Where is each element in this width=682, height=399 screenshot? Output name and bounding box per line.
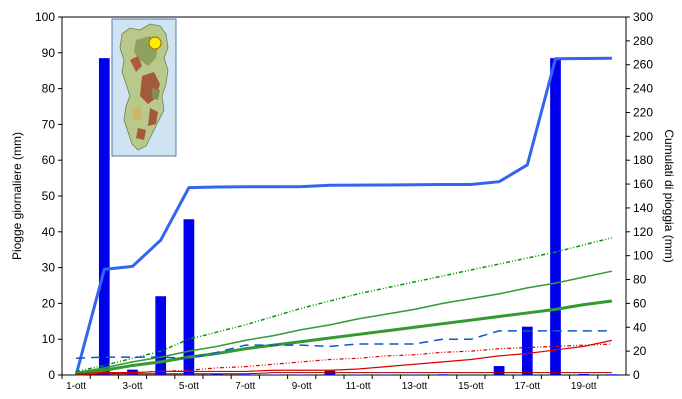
left-tick-label: 10 [42,332,56,346]
left-axis-title: Piogge giornaliere (mm) [10,132,24,260]
right-tick-label: 20 [633,344,647,358]
x-tick-label: 3-ott [122,381,142,392]
x-axis-ticks: 1-ott 3-ott 5-ott 7-ott 9-ott 11-ott 13-ott 15-… [62,375,598,392]
left-tick-label: 70 [42,117,56,131]
left-tick-label: 100 [35,10,55,24]
x-tick-label: 11-ott [346,381,371,392]
daily-rain-bar [99,58,110,375]
daily-rain-bar [494,366,505,375]
right-tick-label: 280 [633,34,653,48]
x-tick-label: 13-ott [402,381,428,392]
left-tick-label: 60 [42,153,56,167]
daily-rain-bar [578,374,589,375]
left-tick-label: 20 [42,296,56,310]
x-tick-label: 17-ott [515,381,541,392]
right-tick-label: 260 [633,58,653,72]
location-marker [149,37,161,49]
x-tick-label: 19-ott [571,381,597,392]
right-axis-ticks: 0 20 40 60 80 100 120 140 160 180 200 220 240 260 280 3… [626,10,653,382]
x-tick-label: 5-ott [179,381,199,392]
left-axis-ticks: 0 10 20 30 40 50 60 70 80 90 100 [35,10,62,382]
right-tick-label: 200 [633,129,653,143]
x-tick-label: 7-ott [235,381,255,392]
right-tick-label: 0 [633,368,640,382]
inset-map [112,19,176,156]
left-tick-label: 90 [42,46,56,60]
right-tick-label: 300 [633,10,653,24]
right-tick-label: 80 [633,273,647,287]
x-tick-label: 15-ott [458,381,484,392]
daily-rain-bar [607,374,618,375]
right-tick-label: 140 [633,201,653,215]
right-tick-label: 180 [633,153,653,167]
x-tick-label: 1-ott [66,381,86,392]
right-tick-label: 160 [633,177,653,191]
right-tick-label: 220 [633,105,653,119]
left-tick-label: 50 [42,189,56,203]
daily-rain-bar [522,327,533,375]
left-tick-label: 30 [42,261,56,275]
daily-rain-bar [437,374,448,375]
right-tick-label: 60 [633,296,647,310]
daily-rain-bar [240,374,251,375]
x-tick-label: 9-ott [292,381,312,392]
right-tick-label: 40 [633,320,647,334]
right-tick-label: 100 [633,249,653,263]
right-tick-label: 120 [633,225,653,239]
left-tick-label: 80 [42,82,56,96]
left-tick-label: 40 [42,225,56,239]
left-tick-label: 0 [48,368,55,382]
right-tick-label: 240 [633,82,653,96]
daily-rain-bar [550,58,561,375]
right-axis-title: Cumulati di pioggia (mm) [662,129,676,262]
